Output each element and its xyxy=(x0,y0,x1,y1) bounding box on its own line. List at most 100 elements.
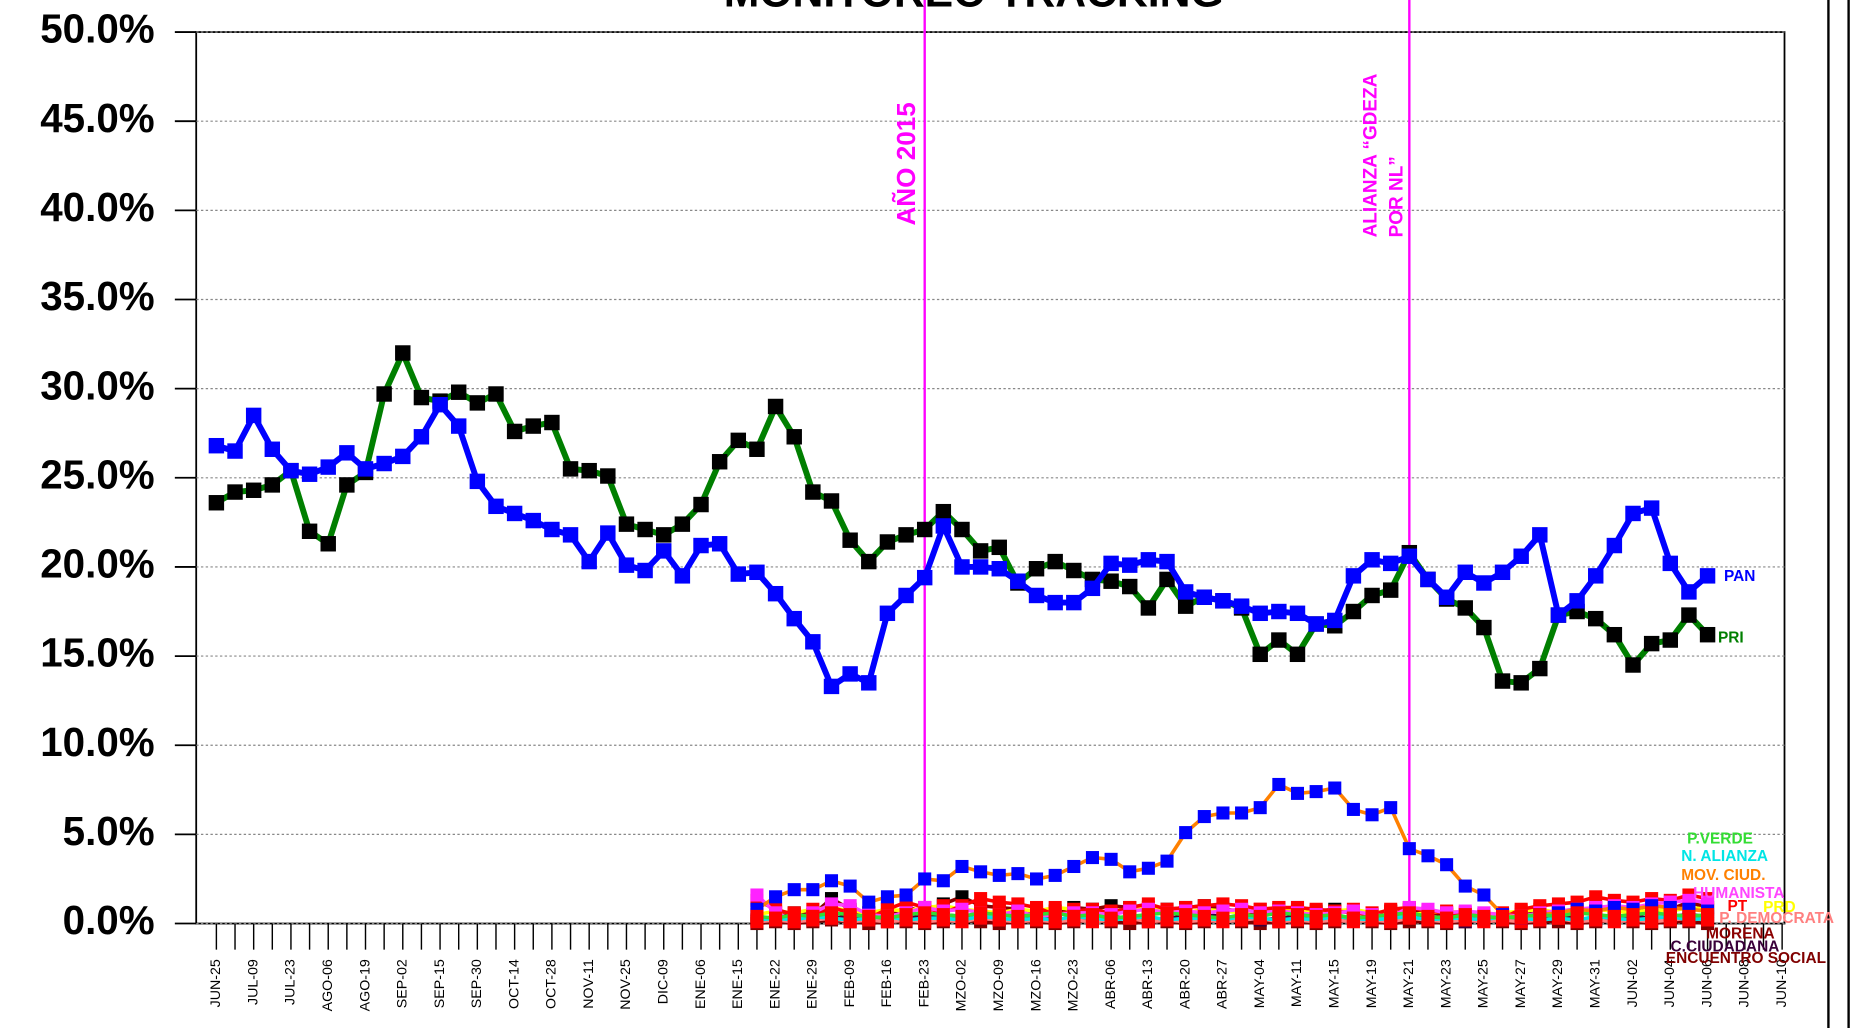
series-marker xyxy=(1476,575,1492,591)
series-marker xyxy=(413,429,430,445)
series-marker xyxy=(1103,573,1119,589)
x-tick-label: MAY-31 xyxy=(1587,959,1603,1008)
series-marker xyxy=(618,557,635,573)
series-marker xyxy=(1066,594,1082,611)
series-marker xyxy=(843,879,857,893)
series-marker xyxy=(674,516,691,532)
x-tick-label: MZO-02 xyxy=(954,959,970,1011)
series-marker xyxy=(1235,908,1249,922)
x-tick-label: MAY-29 xyxy=(1550,959,1566,1008)
series-marker xyxy=(711,454,728,470)
series-marker xyxy=(935,518,952,534)
series-marker xyxy=(955,859,969,874)
x-tick-label: JUN-25 xyxy=(208,959,224,1007)
series-marker xyxy=(264,477,281,493)
series-marker xyxy=(1607,909,1621,923)
y-tick-label: 0.0% xyxy=(63,897,155,943)
series-marker xyxy=(972,559,989,575)
series-marker xyxy=(1028,587,1045,604)
series-marker xyxy=(862,909,876,923)
x-tick-label: MAY-21 xyxy=(1401,959,1417,1008)
series-marker xyxy=(1440,858,1454,872)
series-marker xyxy=(1028,561,1045,577)
series-marker xyxy=(562,527,579,543)
series-marker xyxy=(749,441,765,457)
series-marker xyxy=(1085,851,1099,865)
x-tick-label: FEB-16 xyxy=(879,959,895,1007)
y-tick-label: 25.0% xyxy=(40,451,154,497)
x-tick-label: SEP-15 xyxy=(432,959,448,1008)
series-marker xyxy=(823,493,840,509)
series-marker xyxy=(450,384,467,400)
series-marker xyxy=(1215,593,1231,609)
series-marker xyxy=(823,678,840,695)
series-marker xyxy=(1010,573,1026,589)
series-marker xyxy=(1253,909,1267,923)
series-marker xyxy=(1458,908,1472,922)
series-marker xyxy=(469,473,486,490)
legend-label: HUMANISTA xyxy=(1693,885,1784,902)
series-marker xyxy=(1141,861,1155,875)
series-marker xyxy=(1011,909,1025,923)
x-tick-label: ABR-27 xyxy=(1215,959,1231,1009)
series-marker xyxy=(656,527,672,543)
series-marker xyxy=(1271,603,1287,620)
series-marker xyxy=(1252,646,1268,663)
series-marker xyxy=(1699,626,1716,643)
series-marker xyxy=(1159,571,1175,588)
series-marker xyxy=(450,418,467,434)
y-tick-label: 10.0% xyxy=(40,719,154,765)
series-marker xyxy=(1141,908,1155,922)
series-marker xyxy=(711,536,728,552)
series-marker xyxy=(898,587,914,604)
series-marker xyxy=(1681,584,1697,600)
series-marker xyxy=(769,890,783,904)
series-marker xyxy=(1384,908,1398,922)
series-marker xyxy=(581,462,597,479)
series-marker xyxy=(1458,879,1472,893)
series-marker xyxy=(918,872,932,886)
series-marker xyxy=(1177,598,1194,614)
series-marker xyxy=(767,398,784,415)
series-line xyxy=(756,893,1708,920)
series-marker xyxy=(1048,906,1062,920)
series-marker xyxy=(954,559,970,575)
x-tick-label: FEB-23 xyxy=(916,959,932,1007)
x-tick-label: ENE-22 xyxy=(767,959,783,1009)
series-marker xyxy=(469,395,486,411)
legend-label: P. DEMOCRATA xyxy=(1719,910,1834,927)
series-marker xyxy=(1588,610,1604,627)
series-marker xyxy=(1011,867,1025,881)
x-tick-label: MAY-19 xyxy=(1364,959,1380,1008)
series-marker xyxy=(1384,801,1398,815)
x-tick-label: MAY-15 xyxy=(1327,959,1343,1008)
series-marker xyxy=(1682,909,1696,923)
series-marker xyxy=(1048,868,1062,882)
series-marker xyxy=(1699,568,1716,584)
series-marker xyxy=(1588,568,1604,584)
series-marker xyxy=(506,423,523,440)
series-marker xyxy=(974,906,988,920)
series-marker xyxy=(1309,785,1323,799)
series-marker xyxy=(954,521,970,538)
x-tick-label: MAY-23 xyxy=(1438,959,1454,1008)
x-tick-label: FEB-09 xyxy=(842,959,858,1007)
series-marker xyxy=(1272,777,1286,791)
series-marker xyxy=(1233,598,1250,614)
y-tick-label: 20.0% xyxy=(40,541,154,587)
series-marker xyxy=(1606,626,1623,643)
series-marker xyxy=(916,569,933,586)
legend-label: MOV. CIUD. xyxy=(1681,867,1765,884)
series-marker xyxy=(1290,786,1305,800)
series-marker xyxy=(376,455,392,472)
series-marker xyxy=(1421,849,1435,863)
series-marker xyxy=(693,496,709,513)
legend-label: C.CIUDADANA xyxy=(1671,938,1780,955)
series-marker xyxy=(992,868,1006,882)
series-marker xyxy=(974,865,988,879)
x-tick-label: ENE-06 xyxy=(693,959,709,1009)
series-marker xyxy=(880,911,894,925)
legend-label: PRD xyxy=(1763,899,1796,916)
series-marker xyxy=(1196,589,1213,605)
